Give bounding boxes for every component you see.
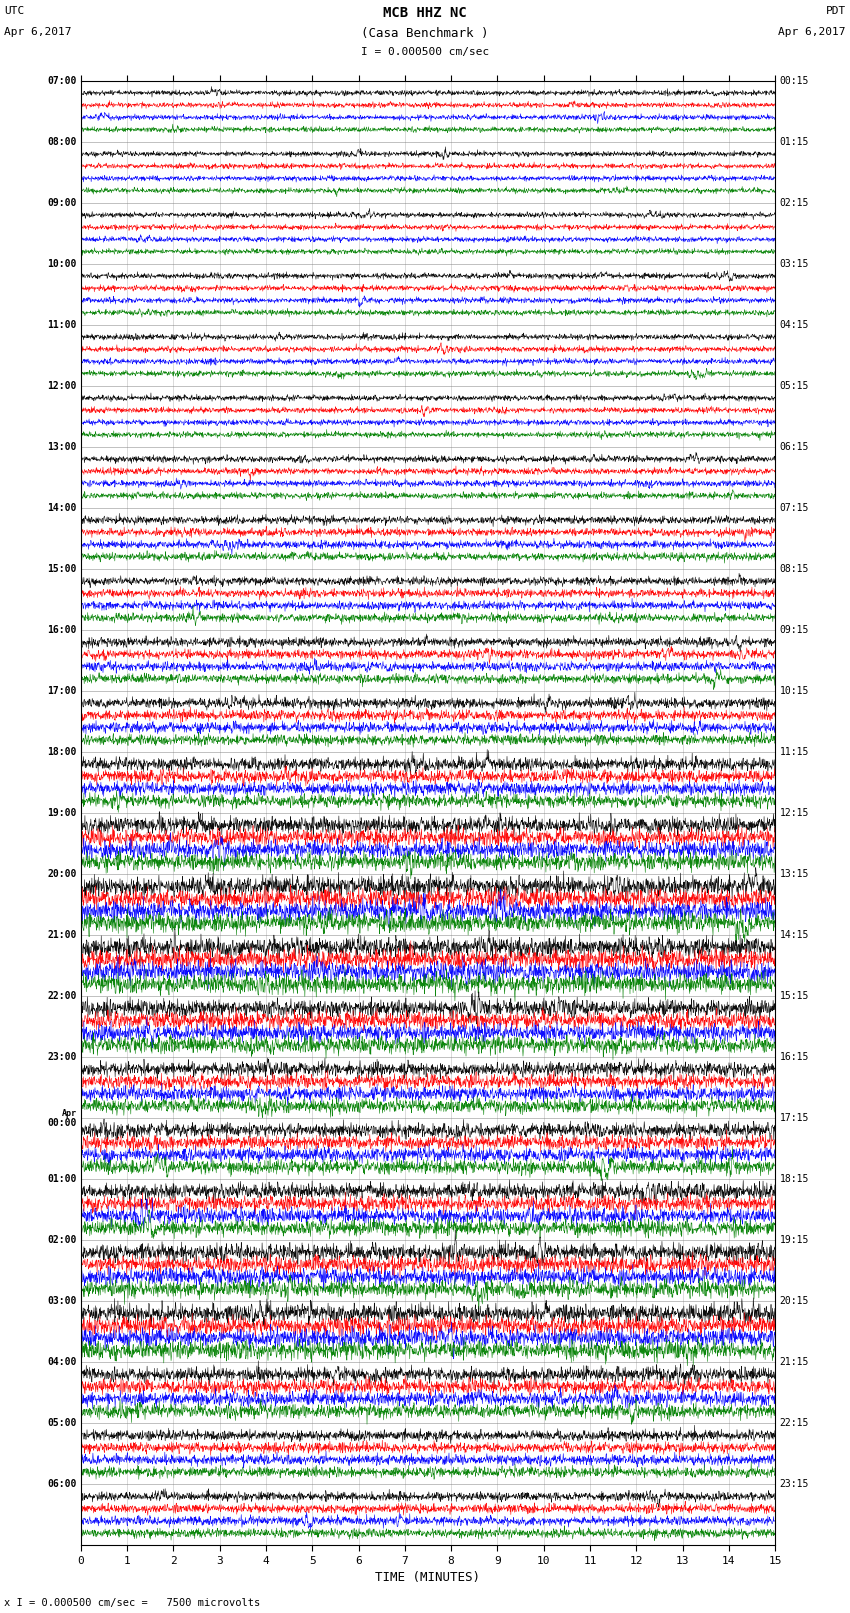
Text: Apr 6,2017: Apr 6,2017 [4, 27, 71, 37]
Text: 14:00: 14:00 [48, 503, 76, 513]
Text: 11:00: 11:00 [48, 319, 76, 329]
Text: 17:15: 17:15 [779, 1113, 808, 1123]
Text: 04:15: 04:15 [779, 319, 808, 329]
Text: I = 0.000500 cm/sec: I = 0.000500 cm/sec [361, 47, 489, 56]
Text: 03:00: 03:00 [48, 1297, 76, 1307]
Text: 08:00: 08:00 [48, 137, 76, 147]
Text: 23:00: 23:00 [48, 1052, 76, 1061]
Text: 06:15: 06:15 [779, 442, 808, 452]
Text: (Casa Benchmark ): (Casa Benchmark ) [361, 27, 489, 40]
Text: 10:15: 10:15 [779, 686, 808, 695]
Text: 22:00: 22:00 [48, 990, 76, 1002]
Text: 21:15: 21:15 [779, 1357, 808, 1368]
Text: 13:00: 13:00 [48, 442, 76, 452]
Text: MCB HHZ NC: MCB HHZ NC [383, 6, 467, 21]
Text: 11:15: 11:15 [779, 747, 808, 756]
Text: 16:15: 16:15 [779, 1052, 808, 1061]
Text: x I = 0.000500 cm/sec =   7500 microvolts: x I = 0.000500 cm/sec = 7500 microvolts [4, 1598, 260, 1608]
Text: 02:00: 02:00 [48, 1236, 76, 1245]
Text: 14:15: 14:15 [779, 931, 808, 940]
Text: 01:15: 01:15 [779, 137, 808, 147]
Text: 23:15: 23:15 [779, 1479, 808, 1489]
Text: 00:15: 00:15 [779, 76, 808, 85]
Text: 12:15: 12:15 [779, 808, 808, 818]
Text: Apr: Apr [61, 1110, 76, 1118]
Text: 16:00: 16:00 [48, 624, 76, 636]
Text: 10:00: 10:00 [48, 258, 76, 269]
Text: 20:00: 20:00 [48, 869, 76, 879]
Text: 08:15: 08:15 [779, 565, 808, 574]
Text: 01:00: 01:00 [48, 1174, 76, 1184]
Text: 12:00: 12:00 [48, 381, 76, 390]
Text: 05:00: 05:00 [48, 1418, 76, 1428]
Text: 13:15: 13:15 [779, 869, 808, 879]
Text: 03:15: 03:15 [779, 258, 808, 269]
Text: 22:15: 22:15 [779, 1418, 808, 1428]
Text: 09:15: 09:15 [779, 624, 808, 636]
Text: 21:00: 21:00 [48, 931, 76, 940]
Text: 17:00: 17:00 [48, 686, 76, 695]
Text: Apr 6,2017: Apr 6,2017 [779, 27, 846, 37]
Text: 00:00: 00:00 [48, 1118, 76, 1127]
Text: 05:15: 05:15 [779, 381, 808, 390]
Text: 07:00: 07:00 [48, 76, 76, 85]
Text: PDT: PDT [825, 6, 846, 16]
Text: 15:00: 15:00 [48, 565, 76, 574]
Text: 19:15: 19:15 [779, 1236, 808, 1245]
Text: 02:15: 02:15 [779, 198, 808, 208]
Text: 20:15: 20:15 [779, 1297, 808, 1307]
X-axis label: TIME (MINUTES): TIME (MINUTES) [376, 1571, 480, 1584]
Text: 19:00: 19:00 [48, 808, 76, 818]
Text: 07:15: 07:15 [779, 503, 808, 513]
Text: 06:00: 06:00 [48, 1479, 76, 1489]
Text: 09:00: 09:00 [48, 198, 76, 208]
Text: 18:00: 18:00 [48, 747, 76, 756]
Text: 15:15: 15:15 [779, 990, 808, 1002]
Text: UTC: UTC [4, 6, 25, 16]
Text: 04:00: 04:00 [48, 1357, 76, 1368]
Text: 18:15: 18:15 [779, 1174, 808, 1184]
